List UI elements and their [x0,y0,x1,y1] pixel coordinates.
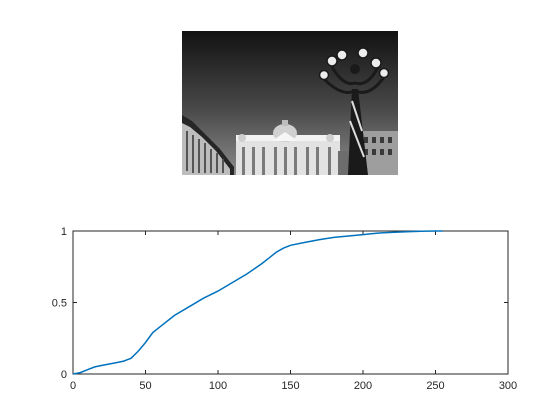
x-tick-label: 200 [354,380,372,392]
photo-lamppost [318,47,390,175]
photo-panel [182,31,398,175]
plot-area [72,230,509,375]
x-tick-label: 0 [70,380,76,392]
y-tick-label: 1 [61,226,67,238]
y-tick-label: 0.5 [52,298,67,310]
x-tick-label: 150 [281,380,299,392]
x-tick-label: 250 [426,380,444,392]
x-tick-label: 50 [139,380,151,392]
photo-basilica-with-lamppost [182,31,398,175]
x-tick-label: 100 [209,380,227,392]
x-tick-label: 300 [499,380,517,392]
y-tick-label: 0 [61,369,67,381]
cdf-line [72,230,443,375]
